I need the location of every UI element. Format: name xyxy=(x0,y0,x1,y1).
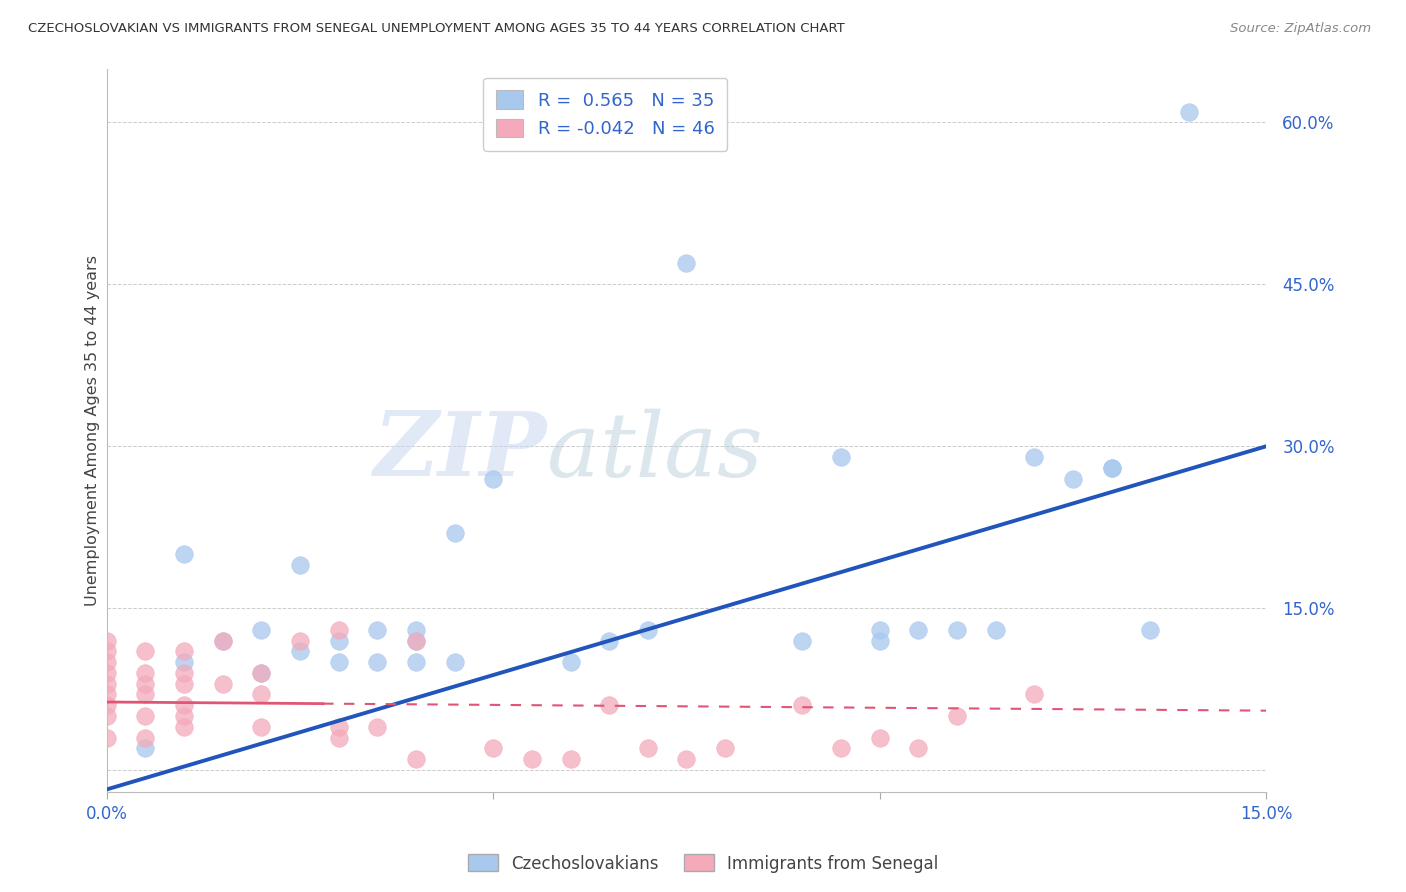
Point xyxy=(792,698,814,713)
Point xyxy=(405,633,427,648)
Point xyxy=(443,655,465,669)
Text: atlas: atlas xyxy=(547,409,763,495)
Point xyxy=(250,623,273,637)
Point xyxy=(134,741,156,756)
Point xyxy=(134,676,156,690)
Point xyxy=(96,709,118,723)
Point xyxy=(173,709,195,723)
Point xyxy=(830,450,852,464)
Point xyxy=(173,547,195,561)
Point xyxy=(96,633,118,648)
Point xyxy=(211,676,233,690)
Point xyxy=(173,665,195,680)
Legend: Czechoslovakians, Immigrants from Senegal: Czechoslovakians, Immigrants from Senega… xyxy=(461,847,945,880)
Point xyxy=(96,676,118,690)
Point xyxy=(869,731,891,745)
Text: Source: ZipAtlas.com: Source: ZipAtlas.com xyxy=(1230,22,1371,36)
Point xyxy=(288,558,311,572)
Point xyxy=(675,752,697,766)
Point xyxy=(328,731,350,745)
Point xyxy=(1139,623,1161,637)
Point xyxy=(1062,472,1084,486)
Point xyxy=(792,633,814,648)
Point xyxy=(1024,688,1046,702)
Point xyxy=(598,633,620,648)
Point xyxy=(405,633,427,648)
Point xyxy=(946,709,969,723)
Text: CZECHOSLOVAKIAN VS IMMIGRANTS FROM SENEGAL UNEMPLOYMENT AMONG AGES 35 TO 44 YEAR: CZECHOSLOVAKIAN VS IMMIGRANTS FROM SENEG… xyxy=(28,22,845,36)
Point xyxy=(1024,450,1046,464)
Point xyxy=(211,633,233,648)
Point xyxy=(1178,104,1201,119)
Point xyxy=(482,741,505,756)
Point xyxy=(830,741,852,756)
Point xyxy=(1101,460,1123,475)
Point xyxy=(907,741,929,756)
Point xyxy=(288,644,311,658)
Point xyxy=(211,633,233,648)
Point xyxy=(96,644,118,658)
Point xyxy=(288,633,311,648)
Point xyxy=(250,665,273,680)
Point xyxy=(637,623,659,637)
Point xyxy=(134,644,156,658)
Point xyxy=(250,688,273,702)
Point xyxy=(96,698,118,713)
Point xyxy=(405,752,427,766)
Point xyxy=(134,688,156,702)
Point xyxy=(366,655,388,669)
Point xyxy=(675,256,697,270)
Point xyxy=(328,720,350,734)
Point xyxy=(482,472,505,486)
Point xyxy=(714,741,737,756)
Point xyxy=(250,720,273,734)
Point xyxy=(250,665,273,680)
Legend: R =  0.565   N = 35, R = -0.042   N = 46: R = 0.565 N = 35, R = -0.042 N = 46 xyxy=(484,78,727,151)
Point xyxy=(598,698,620,713)
Point xyxy=(560,752,582,766)
Point xyxy=(173,676,195,690)
Point xyxy=(173,644,195,658)
Point xyxy=(405,623,427,637)
Point xyxy=(134,731,156,745)
Point xyxy=(520,752,543,766)
Point xyxy=(869,633,891,648)
Point xyxy=(869,623,891,637)
Point xyxy=(134,665,156,680)
Point xyxy=(443,525,465,540)
Point xyxy=(328,633,350,648)
Point xyxy=(1101,460,1123,475)
Point xyxy=(366,720,388,734)
Point xyxy=(405,655,427,669)
Point xyxy=(173,720,195,734)
Point xyxy=(560,655,582,669)
Point xyxy=(328,655,350,669)
Point xyxy=(96,665,118,680)
Point xyxy=(96,731,118,745)
Point xyxy=(96,688,118,702)
Point xyxy=(96,655,118,669)
Point xyxy=(173,655,195,669)
Point xyxy=(907,623,929,637)
Point xyxy=(134,709,156,723)
Point xyxy=(366,623,388,637)
Point xyxy=(637,741,659,756)
Point xyxy=(328,623,350,637)
Point xyxy=(173,698,195,713)
Point xyxy=(984,623,1007,637)
Text: ZIP: ZIP xyxy=(374,409,547,495)
Point xyxy=(946,623,969,637)
Y-axis label: Unemployment Among Ages 35 to 44 years: Unemployment Among Ages 35 to 44 years xyxy=(86,254,100,606)
